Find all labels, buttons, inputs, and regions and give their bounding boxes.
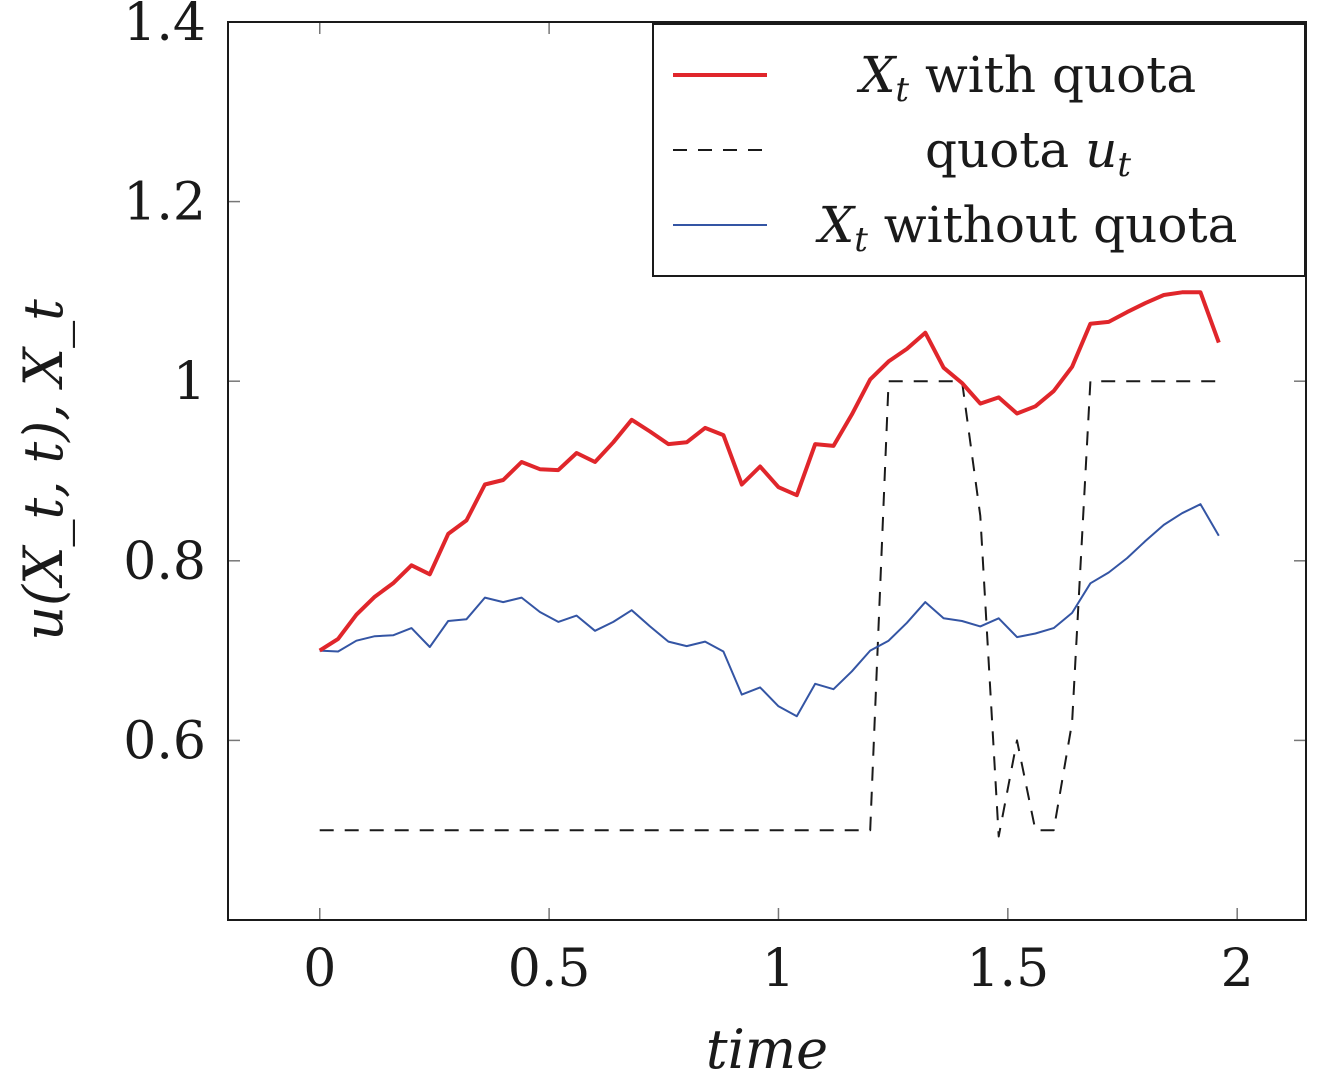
- x-tick-label: 1.5: [966, 939, 1049, 999]
- y-tick-label: 1: [173, 352, 206, 412]
- y-axis-label: u(X_t, t), X_t: [12, 299, 75, 641]
- x-tick-label: 2: [1221, 939, 1254, 999]
- y-tick-label: 0.6: [123, 711, 206, 771]
- x-tick-label: 1: [762, 939, 795, 999]
- series-without-quota-line: [319, 503, 1220, 718]
- tick-labels: 0 0.5 1 1.5 2 0.6 0.8 1 1.2 1.4: [123, 0, 1253, 999]
- series-with-quota-line: [318, 290, 1221, 653]
- y-tick-label: 1.4: [123, 0, 206, 53]
- series-layer: [318, 290, 1221, 838]
- y-tick-label: 0.8: [123, 532, 206, 592]
- y-tick-label: 1.2: [123, 173, 206, 233]
- legend-entry-with-quota-label: Xt with quota: [856, 46, 1196, 110]
- x-axis-label: time: [706, 1018, 828, 1074]
- x-tick-label: 0.5: [508, 939, 591, 999]
- series-quota-line: [319, 380, 1219, 838]
- plot-frame: [227, 21, 1307, 921]
- legend-entry-quota-label: quota ut: [925, 121, 1131, 185]
- legend: Xt with quota quota ut Xt without quota: [652, 23, 1306, 277]
- legend-entry-without-quota-label: Xt without quota: [815, 196, 1238, 260]
- x-tick-label: 0: [303, 939, 336, 999]
